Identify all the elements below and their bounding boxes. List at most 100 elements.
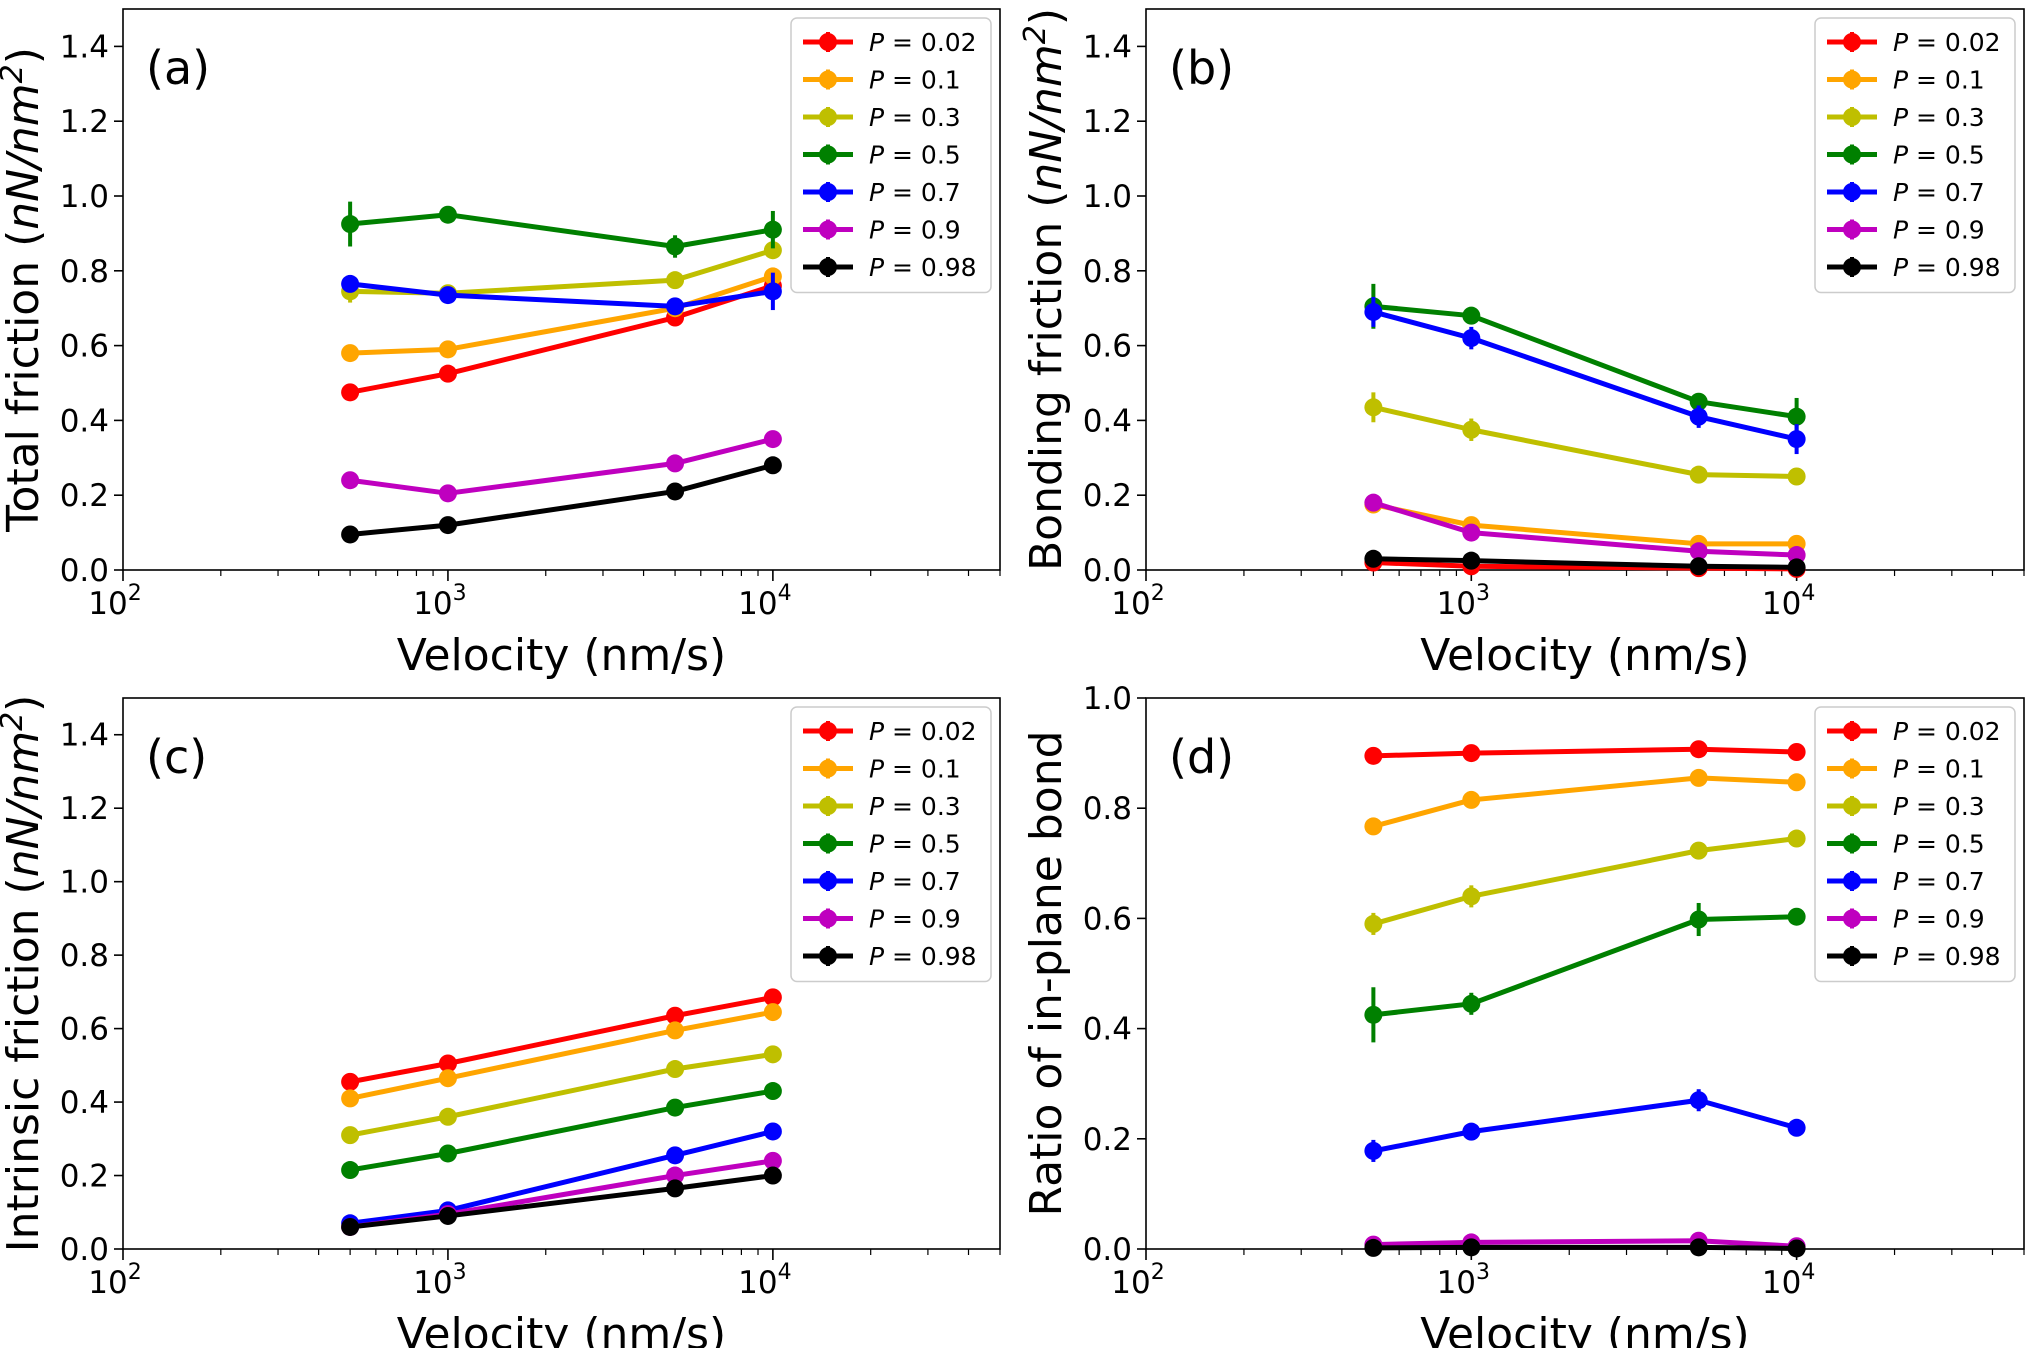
legend-marker <box>819 220 837 239</box>
legend: P = 0.02P = 0.1P = 0.3P = 0.5P = 0.7P = … <box>1814 706 2016 983</box>
data-point <box>438 1069 457 1088</box>
data-point <box>763 988 782 1007</box>
legend-label: P = 0.9 <box>869 216 961 245</box>
legend-label-variable: P <box>869 830 885 859</box>
legend-label: P = 0.5 <box>1893 830 1985 859</box>
y-tick-label: 0.6 <box>1083 901 1132 937</box>
data-point <box>1689 407 1708 426</box>
legend-label: P = 0.02 <box>1893 28 2001 57</box>
legend-label-variable: P <box>869 792 885 821</box>
y-tick-label: 0.2 <box>1083 478 1132 514</box>
data-point <box>763 1166 782 1185</box>
data-point <box>666 297 685 316</box>
x-tick-base: 10 <box>88 1265 127 1301</box>
series-0.1 <box>1364 768 1806 836</box>
legend-label-variable: P <box>1893 141 1909 170</box>
data-point <box>1364 302 1383 321</box>
y-tick-label: 0.8 <box>1083 791 1132 827</box>
data-point <box>438 340 457 359</box>
legend-item: P = 0.98 <box>803 942 977 971</box>
plot-frame <box>122 697 1001 1250</box>
data-point <box>438 1054 457 1073</box>
series-line <box>1373 303 1797 420</box>
data-point <box>1462 306 1481 325</box>
x-tick-label: 102 <box>88 581 141 622</box>
data-point <box>341 1089 360 1108</box>
series-0.02 <box>341 276 782 402</box>
series-0.7 <box>341 1122 782 1233</box>
x-tick-exponent: 4 <box>1801 581 1815 606</box>
data-point <box>666 1146 685 1165</box>
data-point <box>1364 1238 1383 1257</box>
data-point <box>666 1021 685 1040</box>
legend-item: P = 0.98 <box>803 253 977 282</box>
plot-frame <box>122 8 1001 571</box>
legend-item: P = 0.9 <box>1827 216 1985 245</box>
legend-label: P = 0.1 <box>1893 755 1985 784</box>
series-line <box>1372 404 1797 479</box>
data-point <box>666 271 685 290</box>
legend-item: P = 0.3 <box>1827 792 1985 821</box>
series-line <box>349 283 774 395</box>
y-tick-label: 0.8 <box>60 938 109 974</box>
legend-label-variable: P <box>1893 66 1909 95</box>
data-point <box>1689 1091 1708 1110</box>
legend-label-variable: P <box>1893 830 1909 859</box>
data-point <box>341 274 360 293</box>
series-line <box>1372 836 1797 927</box>
x-tick-exponent: 2 <box>128 1260 142 1285</box>
data-point <box>1364 1005 1383 1024</box>
y-tick-label: 0.2 <box>60 1159 109 1195</box>
legend-item: P = 0.5 <box>1827 830 1985 859</box>
y-axis-label-unit: nN/nm <box>1021 44 1072 190</box>
legend-marker <box>819 947 837 965</box>
data-point <box>1689 557 1708 576</box>
series-line <box>349 212 774 249</box>
x-tick-base: 10 <box>738 1265 777 1301</box>
legend-item: P = 0.9 <box>1827 905 1985 934</box>
series-0.9 <box>341 430 782 503</box>
legend-label: P = 0.1 <box>869 66 961 95</box>
legend-marker <box>819 909 837 928</box>
data-point <box>1364 914 1383 933</box>
legend-label-value: = 0.02 <box>1908 717 2001 746</box>
series-0.7 <box>1364 296 1806 455</box>
legend-box <box>790 17 992 294</box>
data-point <box>341 383 360 402</box>
data-point <box>666 1166 685 1185</box>
legend-label-variable: P <box>1893 28 1909 57</box>
legend-item: P = 0.02 <box>803 717 977 746</box>
legend-label-value: = 0.3 <box>884 792 961 821</box>
legend-label-value: = 0.3 <box>1908 103 1985 132</box>
y-tick-label: 0.0 <box>1083 1232 1132 1268</box>
legend-label-variable: P <box>1893 253 1909 282</box>
data-point <box>1462 523 1481 542</box>
x-tick-exponent: 2 <box>128 581 142 606</box>
data-point <box>1787 742 1806 761</box>
series-line <box>1373 914 1797 1018</box>
data-point <box>666 1060 685 1079</box>
y-axis-label-unit: nN/nm <box>0 83 49 229</box>
legend-label-variable: P <box>869 755 885 784</box>
y-axis-label-superscript: 2 <box>0 64 30 83</box>
x-tick-base: 10 <box>413 586 452 622</box>
x-tick-label: 103 <box>413 581 466 622</box>
data-point <box>438 1206 457 1225</box>
legend-label-variable: P <box>1893 717 1909 746</box>
data-point <box>341 1126 360 1145</box>
data-point <box>341 1161 360 1180</box>
data-point <box>1462 551 1481 570</box>
legend-marker <box>819 183 837 201</box>
data-point <box>341 1217 360 1236</box>
data-point <box>666 454 685 473</box>
legend-label-value: = 0.5 <box>884 141 961 170</box>
data-point <box>763 220 782 239</box>
legend-label-variable: P <box>1893 755 1909 784</box>
series-0.98 <box>341 456 782 544</box>
legend-item: P = 0.02 <box>1827 717 2001 746</box>
series-line <box>1372 500 1797 558</box>
series-0.02 <box>341 988 782 1091</box>
data-point <box>1689 465 1708 484</box>
series-0.1 <box>341 1003 782 1108</box>
